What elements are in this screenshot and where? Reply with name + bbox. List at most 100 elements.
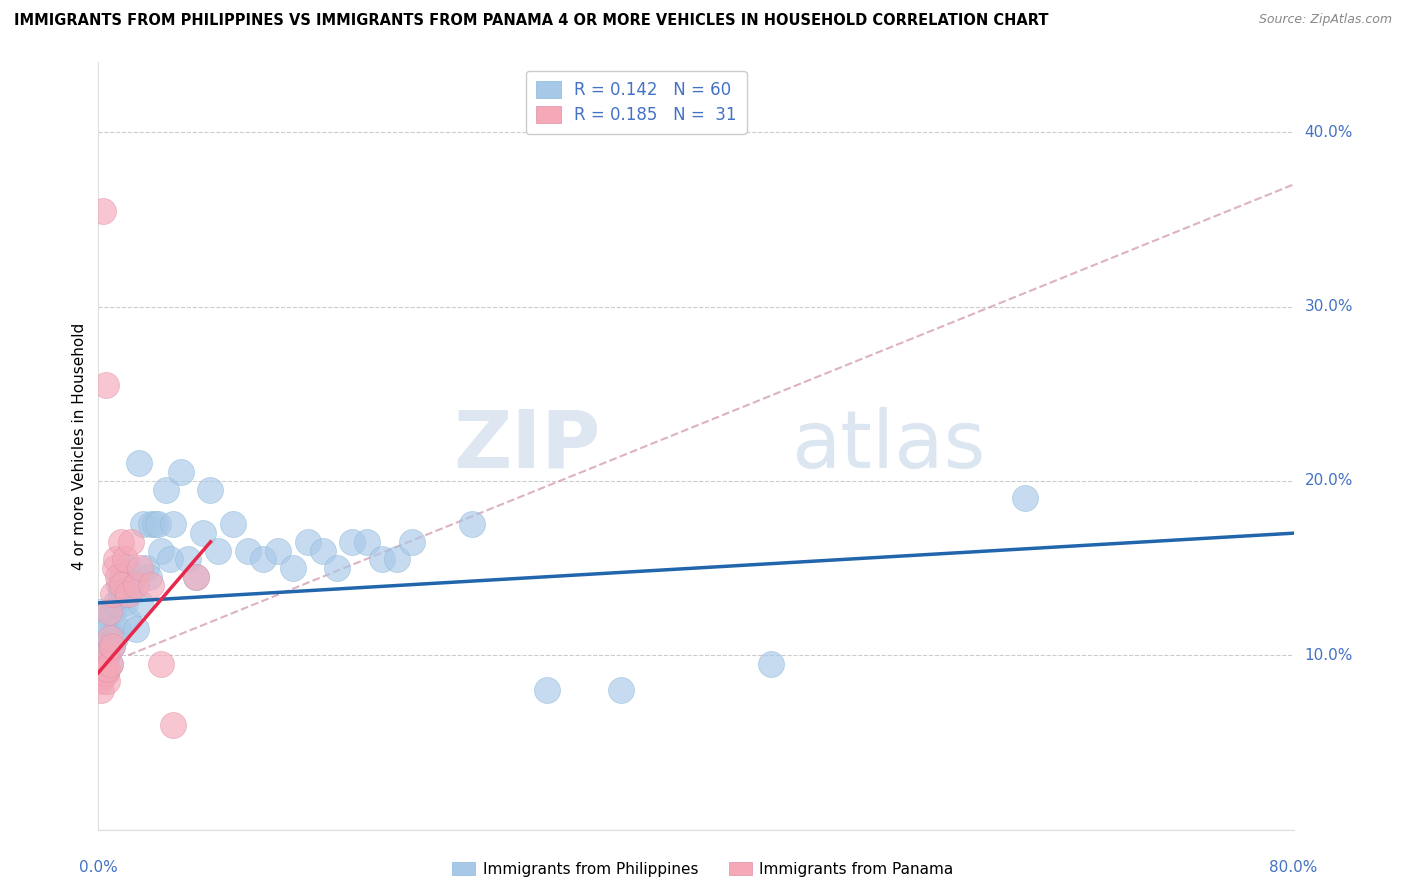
Point bbox=[110, 587, 132, 601]
Point bbox=[90, 631, 112, 645]
Point bbox=[125, 578, 148, 592]
Text: 30.0%: 30.0% bbox=[1305, 299, 1353, 314]
Y-axis label: 4 or more Vehicles in Household: 4 or more Vehicles in Household bbox=[72, 322, 87, 570]
Point bbox=[114, 596, 136, 610]
Point bbox=[101, 640, 124, 654]
Legend: Immigrants from Philippines, Immigrants from Panama: Immigrants from Philippines, Immigrants … bbox=[444, 854, 962, 884]
Point bbox=[104, 631, 127, 645]
Point bbox=[139, 578, 162, 592]
Point bbox=[93, 665, 115, 680]
Point bbox=[326, 561, 349, 575]
Point bbox=[610, 683, 633, 698]
Point bbox=[129, 596, 152, 610]
Point bbox=[90, 657, 112, 671]
Text: 80.0%: 80.0% bbox=[1270, 860, 1317, 875]
Point bbox=[297, 534, 319, 549]
Point bbox=[759, 657, 782, 671]
Text: IMMIGRANTS FROM PHILIPPINES VS IMMIGRANTS FROM PANAMA 4 OR MORE VEHICLES IN HOUS: IMMIGRANTS FROM PHILIPPINES VS IMMIGRANT… bbox=[14, 13, 1049, 29]
Point bbox=[98, 657, 122, 671]
Legend: R = 0.142   N = 60, R = 0.185   N =  31: R = 0.142 N = 60, R = 0.185 N = 31 bbox=[526, 70, 747, 134]
Point bbox=[236, 543, 259, 558]
Point bbox=[91, 203, 114, 218]
Point bbox=[135, 561, 157, 575]
Point bbox=[371, 552, 394, 566]
Point bbox=[1014, 491, 1036, 506]
Point bbox=[281, 561, 304, 575]
Point bbox=[97, 622, 120, 636]
Point bbox=[120, 534, 142, 549]
Point bbox=[177, 552, 200, 566]
Point bbox=[128, 457, 150, 471]
Point bbox=[91, 657, 114, 671]
Point bbox=[162, 718, 184, 732]
Point bbox=[461, 517, 484, 532]
Point bbox=[184, 570, 207, 584]
Point bbox=[342, 534, 364, 549]
Point bbox=[90, 683, 112, 698]
Point bbox=[91, 665, 114, 680]
Point bbox=[117, 587, 139, 601]
Point bbox=[207, 543, 229, 558]
Point bbox=[115, 561, 138, 575]
Point bbox=[103, 605, 125, 619]
Point bbox=[184, 570, 207, 584]
Point bbox=[91, 648, 114, 663]
Point bbox=[105, 552, 128, 566]
Point bbox=[111, 570, 134, 584]
Point bbox=[139, 517, 162, 532]
Point bbox=[138, 570, 160, 584]
Point bbox=[89, 674, 111, 689]
Point bbox=[103, 587, 125, 601]
Point bbox=[125, 622, 148, 636]
Text: 0.0%: 0.0% bbox=[79, 860, 118, 875]
Point bbox=[114, 552, 136, 566]
Point bbox=[107, 622, 129, 636]
Point bbox=[120, 578, 142, 592]
Point bbox=[162, 517, 184, 532]
Point bbox=[385, 552, 409, 566]
Point bbox=[96, 648, 118, 663]
Point bbox=[155, 483, 177, 497]
Point bbox=[222, 517, 245, 532]
Point bbox=[132, 517, 155, 532]
Point bbox=[311, 543, 333, 558]
Point bbox=[129, 561, 152, 575]
Point bbox=[90, 662, 112, 676]
Point bbox=[112, 587, 135, 601]
Point bbox=[104, 561, 127, 575]
Point bbox=[89, 605, 111, 619]
Text: Source: ZipAtlas.com: Source: ZipAtlas.com bbox=[1258, 13, 1392, 27]
Point bbox=[148, 517, 170, 532]
Point bbox=[536, 683, 558, 698]
Text: atlas: atlas bbox=[792, 407, 986, 485]
Point bbox=[169, 465, 191, 479]
Point bbox=[94, 378, 117, 392]
Point bbox=[91, 669, 114, 683]
Point bbox=[105, 596, 128, 610]
Point bbox=[200, 483, 222, 497]
Point bbox=[94, 648, 117, 663]
Point bbox=[93, 662, 115, 676]
Point bbox=[89, 665, 111, 680]
Point bbox=[401, 534, 423, 549]
Point bbox=[150, 657, 173, 671]
Point bbox=[94, 665, 117, 680]
Point bbox=[96, 662, 118, 676]
Point bbox=[98, 631, 122, 645]
Point bbox=[94, 640, 117, 654]
Point bbox=[117, 613, 139, 627]
Text: 40.0%: 40.0% bbox=[1305, 125, 1353, 140]
Point bbox=[110, 534, 132, 549]
Text: 20.0%: 20.0% bbox=[1305, 474, 1353, 488]
Point bbox=[143, 517, 166, 532]
Point bbox=[356, 534, 378, 549]
Point bbox=[159, 552, 181, 566]
Point bbox=[98, 657, 122, 671]
Point bbox=[101, 640, 124, 654]
Text: 10.0%: 10.0% bbox=[1305, 648, 1353, 663]
Point bbox=[93, 613, 115, 627]
Point bbox=[191, 526, 214, 541]
Point bbox=[108, 578, 131, 592]
Point bbox=[252, 552, 274, 566]
Point bbox=[96, 674, 118, 689]
